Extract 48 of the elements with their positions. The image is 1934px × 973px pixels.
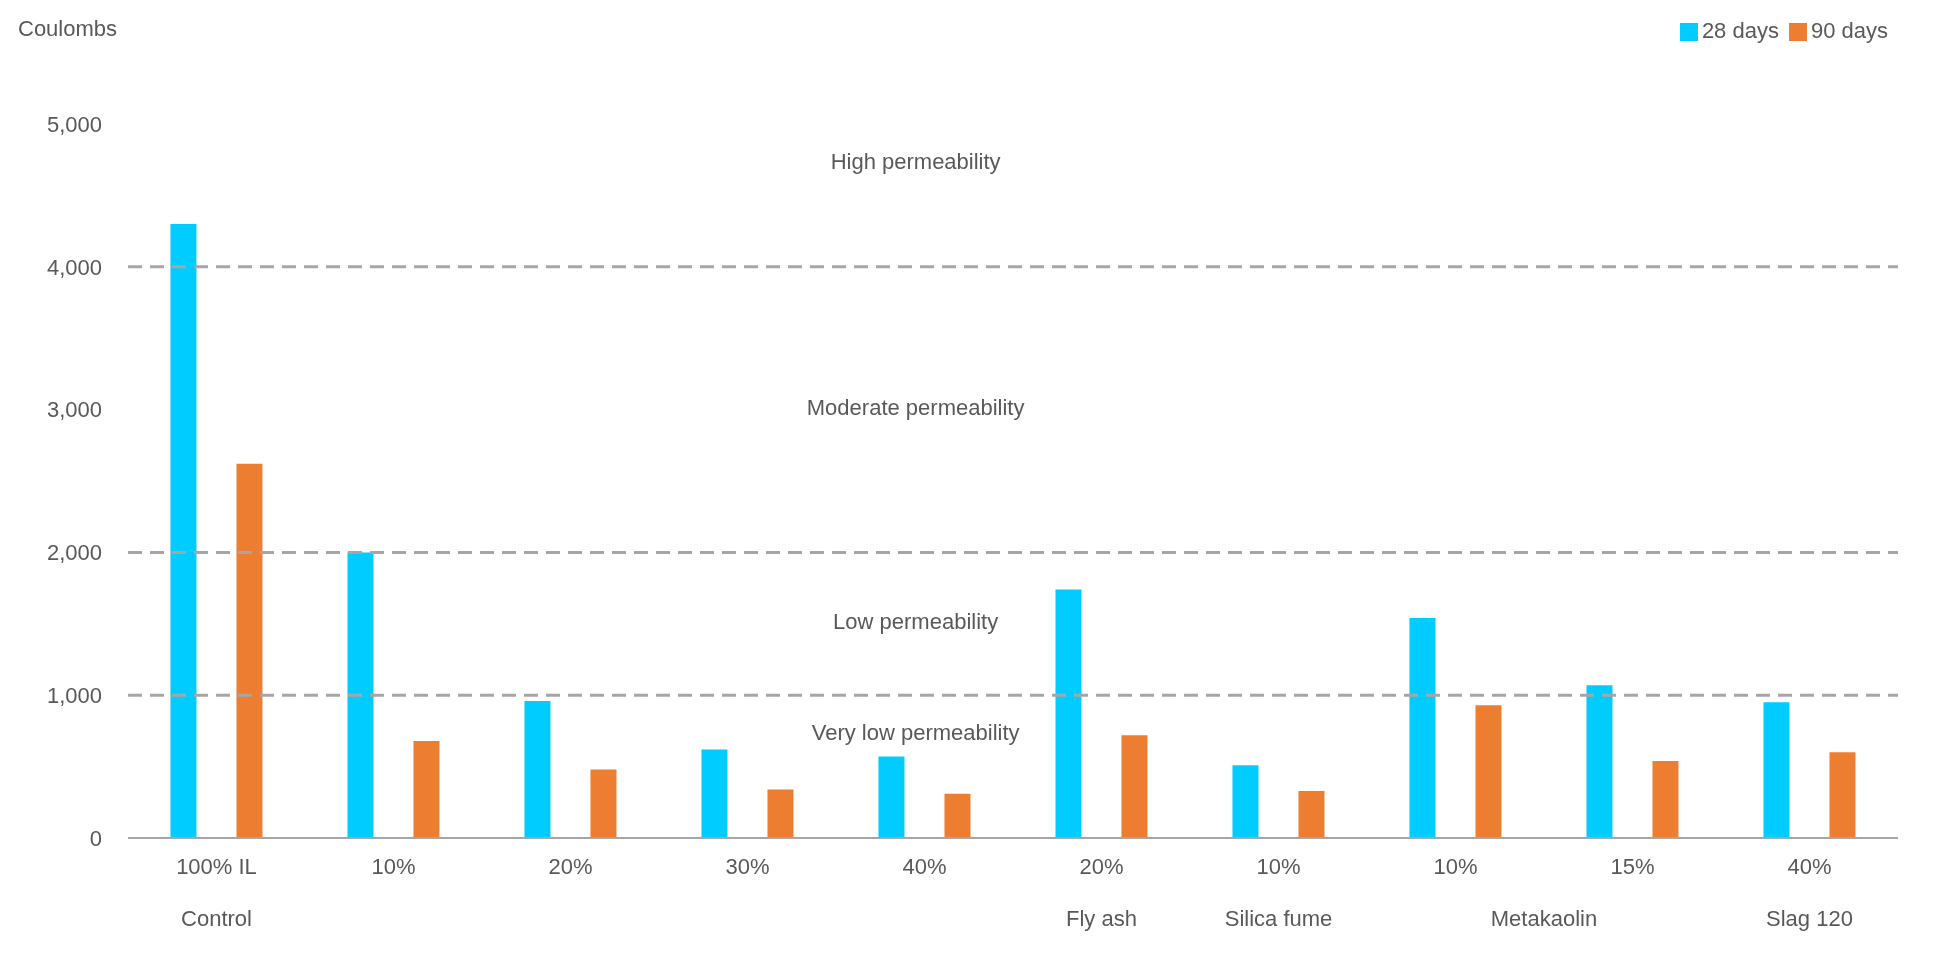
bar — [878, 756, 905, 838]
bar — [1652, 760, 1679, 838]
bar — [701, 749, 728, 838]
legend-label: 28 days — [1701, 18, 1779, 43]
bar — [170, 223, 197, 838]
bar — [944, 793, 971, 838]
text: Slag 120 — [1765, 906, 1854, 932]
y-tick-label: 4,000 — [46, 254, 102, 280]
x-tick-label: 15% — [1610, 853, 1655, 879]
bar — [1763, 702, 1790, 838]
x-tick-label: 20% — [548, 853, 593, 879]
y-axis-title: Coulombs — [18, 16, 118, 42]
bar — [1298, 790, 1325, 838]
x-tick-label: 10% — [371, 853, 416, 879]
bar — [524, 700, 551, 838]
text: Fly ash — [1066, 906, 1137, 931]
x-tick-label: 40% — [902, 853, 947, 879]
bar — [236, 463, 263, 838]
bar — [1232, 765, 1259, 838]
bar — [413, 740, 440, 838]
x-tick-label: 10% — [1433, 853, 1478, 879]
bar — [347, 552, 374, 838]
bar — [1121, 735, 1148, 838]
bar — [767, 789, 794, 838]
y-tick-label: 5,000 — [46, 111, 102, 137]
x-tick-label: 20% — [1079, 853, 1124, 879]
text: Control — [180, 906, 253, 932]
x-tick-label: 30% — [725, 853, 770, 879]
legend-label: 90 days — [1810, 18, 1888, 43]
text: Metakaolin — [1489, 906, 1599, 932]
annotation: Low permeability — [832, 609, 1000, 636]
y-tick-label: 0 — [89, 825, 102, 851]
bar — [1475, 705, 1502, 838]
annotation: High permeability — [829, 149, 1002, 176]
annotation: Very low permeability — [810, 720, 1021, 747]
bar — [1586, 685, 1613, 838]
y-tick-label: 1,000 — [46, 683, 102, 709]
y-tick-label: 3,000 — [46, 397, 102, 423]
x-tick-label: 10% — [1256, 853, 1301, 879]
bar — [590, 769, 617, 838]
bar — [1409, 618, 1436, 838]
bar — [1829, 752, 1856, 838]
x-tick-label: 40% — [1787, 853, 1832, 879]
y-tick-label: 2,000 — [46, 540, 102, 566]
text: Silica fume — [1224, 906, 1333, 931]
annotation: Moderate permeability — [805, 394, 1026, 421]
x-tick-label: 100% IL — [176, 853, 257, 879]
bar — [1055, 589, 1082, 838]
